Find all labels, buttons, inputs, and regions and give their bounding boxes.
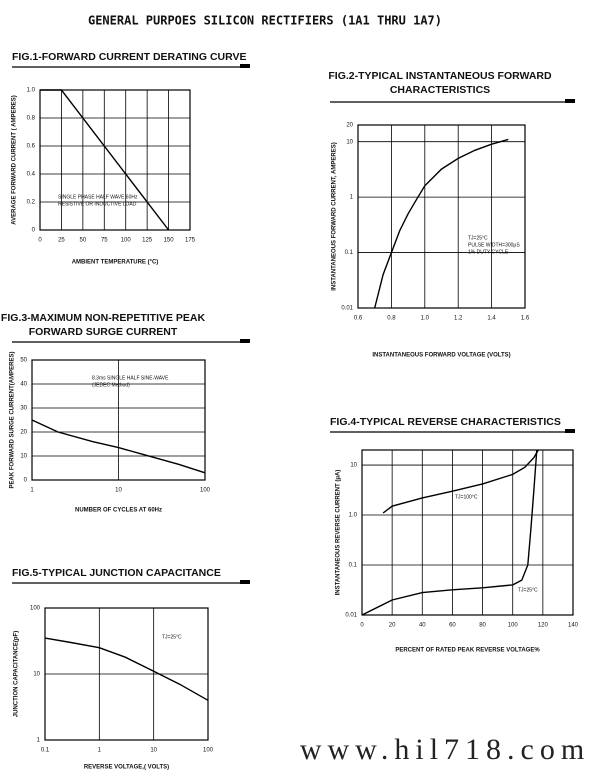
plot-frame	[361, 449, 574, 616]
x-tick-label: 25	[58, 238, 65, 244]
chart-title: FORWARD SURGE CURRENT	[29, 326, 178, 338]
x-tick-label: 10	[150, 748, 157, 754]
x-tick-label: 10	[115, 488, 122, 494]
chart-title: FIG.1-FORWARD CURRENT DERATING CURVE	[12, 51, 247, 63]
plot-frame	[357, 124, 526, 309]
y-tick-label: 0.1	[345, 250, 354, 256]
y-tick-label: 0.01	[341, 306, 353, 312]
curve	[44, 637, 209, 701]
title-rule-end	[240, 339, 250, 343]
y-tick-label: 10	[20, 454, 27, 460]
y-tick-label: 100	[30, 606, 41, 612]
x-axis-label: REVERSE VOLTAGE,( VOLTS)	[84, 765, 169, 771]
y-tick-label: 1	[37, 738, 41, 744]
y-tick-label: 10	[33, 672, 40, 678]
y-tick-label: 1	[350, 195, 354, 201]
y-tick-label: 0.1	[349, 563, 358, 569]
annotation: (JEDEC Method)	[92, 382, 130, 388]
curve	[361, 449, 538, 616]
y-tick-label: 0	[24, 478, 28, 484]
annotation: TJ=25°C	[468, 235, 488, 241]
chart-title: CHARACTERISTICS	[390, 84, 490, 96]
x-axis-label: NUMBER OF CYCLES AT 60Hz	[75, 508, 162, 514]
x-tick-label: 40	[419, 623, 426, 629]
y-axis-label: INSTANTANEOUS FORWARD CURRENT, AMPERES)	[332, 142, 338, 290]
title-rule-end	[565, 429, 575, 433]
annotation: 1% DUTY CYCLE	[468, 249, 509, 255]
x-tick-label: 0.6	[354, 316, 363, 322]
title-rule-end	[240, 64, 250, 68]
curve	[31, 419, 206, 474]
x-axis-label: AMBIENT TEMPERATURE (°C)	[72, 260, 159, 266]
x-tick-label: 0.1	[41, 748, 50, 754]
annotation: 8.3ms SINGLE HALF SINE-WAVE	[92, 375, 169, 381]
x-tick-label: 20	[389, 623, 396, 629]
y-tick-label: 50	[20, 358, 27, 364]
y-tick-label: 10	[346, 139, 353, 145]
chart-title: FIG.3-MAXIMUM NON-REPETITIVE PEAK	[1, 312, 206, 324]
x-tick-label: 100	[508, 623, 519, 629]
series-label: TJ=100°C	[455, 494, 478, 500]
x-tick-label: 150	[164, 238, 175, 244]
annotation: RESISTIVE OR INDUCTIVE LOAD	[58, 201, 137, 207]
curve	[40, 89, 170, 231]
x-tick-label: 1	[30, 488, 34, 494]
x-tick-label: 125	[142, 238, 153, 244]
y-axis-label: JUNCTION CAPACITANCE(pF)	[14, 631, 20, 717]
annotation: PULSE WIDTH=300μS	[468, 242, 520, 248]
x-axis-label: INSTANTANEOUS FORWARD VOLTAGE (VOLTS)	[372, 353, 510, 359]
x-tick-label: 1.6	[521, 316, 530, 322]
series-label: TJ=25°C	[518, 587, 538, 593]
x-tick-label: 100	[203, 748, 214, 754]
x-tick-label: 100	[200, 488, 211, 494]
y-tick-label: 1.0	[349, 513, 358, 519]
y-tick-label: 0.01	[345, 613, 357, 619]
x-tick-label: 100	[121, 238, 132, 244]
y-tick-label: 0.4	[27, 172, 36, 178]
x-tick-label: 0.8	[387, 316, 396, 322]
x-tick-label: 1.0	[421, 316, 430, 322]
x-tick-label: 1.4	[487, 316, 496, 322]
page-title: GENERAL PURPOES SILICON RECTIFIERS (1A1 …	[88, 14, 442, 28]
y-tick-label: 20	[20, 430, 27, 436]
watermark: www.hil718.com	[300, 733, 590, 766]
y-tick-label: 40	[20, 382, 27, 388]
y-axis-label: PEAK FORWARD SURGE CURRENT(AMPERES)	[10, 352, 16, 489]
title-rule-end	[565, 99, 575, 103]
chart-title: FIG.5-TYPICAL JUNCTION CAPACITANCE	[12, 567, 221, 579]
x-tick-label: 140	[568, 623, 579, 629]
chart-title: FIG.4-TYPICAL REVERSE CHARACTERISTICS	[330, 416, 561, 428]
x-tick-label: 120	[538, 623, 549, 629]
y-tick-label: 30	[20, 406, 27, 412]
y-tick-label: 0	[32, 228, 36, 234]
y-tick-label: 20	[346, 123, 353, 129]
x-tick-label: 60	[449, 623, 456, 629]
title-rule-end	[240, 580, 250, 584]
curve	[382, 449, 539, 514]
x-tick-label: 1	[98, 748, 102, 754]
x-tick-label: 50	[80, 238, 87, 244]
x-tick-label: 75	[101, 238, 108, 244]
chart-title: FIG.2-TYPICAL INSTANTANEOUS FORWARD	[328, 70, 552, 82]
curve	[374, 138, 509, 309]
y-tick-label: 0.6	[27, 144, 36, 150]
annotation: SINGLE PHASE HALF WAVE 60Hz	[58, 194, 138, 200]
x-tick-label: 175	[185, 238, 196, 244]
x-tick-label: 0	[38, 238, 42, 244]
y-axis-label: AVERAGE FORWARD CURRENT ( AMPERES)	[12, 95, 18, 225]
annotation: TJ=25°C	[162, 634, 182, 640]
x-tick-label: 80	[479, 623, 486, 629]
x-tick-label: 0	[360, 623, 364, 629]
y-tick-label: 0.2	[27, 200, 36, 206]
y-tick-label: 1.0	[27, 88, 36, 94]
x-tick-label: 1.2	[454, 316, 463, 322]
x-axis-label: PERCENT OF RATED PEAK REVERSE VOLTAGE%	[395, 648, 540, 654]
y-tick-label: 0.8	[27, 116, 36, 122]
y-tick-label: 10	[350, 463, 357, 469]
y-axis-label: INSTANTANEOUS REVERSE CURRENT (μA)	[336, 470, 342, 596]
